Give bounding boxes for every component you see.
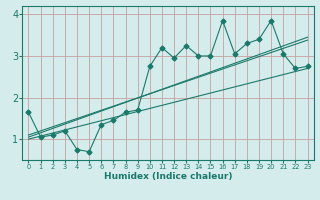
X-axis label: Humidex (Indice chaleur): Humidex (Indice chaleur): [104, 172, 232, 181]
